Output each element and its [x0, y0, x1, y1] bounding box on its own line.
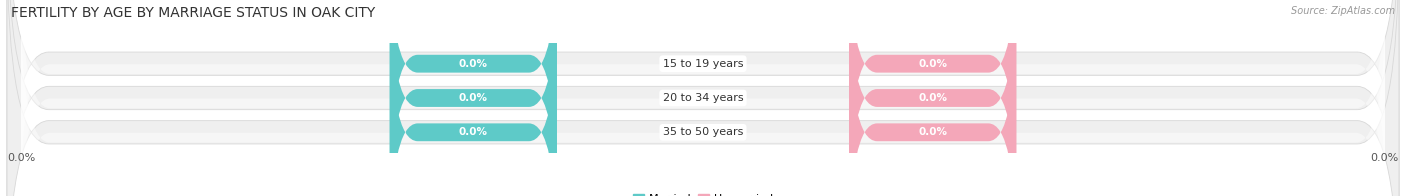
FancyBboxPatch shape [389, 0, 557, 192]
Text: 15 to 19 years: 15 to 19 years [662, 59, 744, 69]
Text: 35 to 50 years: 35 to 50 years [662, 127, 744, 137]
FancyBboxPatch shape [7, 0, 1399, 196]
FancyBboxPatch shape [7, 0, 1399, 196]
FancyBboxPatch shape [849, 0, 1017, 196]
FancyBboxPatch shape [849, 4, 1017, 196]
Text: 0.0%: 0.0% [458, 93, 488, 103]
Text: FERTILITY BY AGE BY MARRIAGE STATUS IN OAK CITY: FERTILITY BY AGE BY MARRIAGE STATUS IN O… [11, 6, 375, 20]
FancyBboxPatch shape [849, 0, 1017, 192]
Text: 0.0%: 0.0% [458, 127, 488, 137]
Text: 0.0%: 0.0% [458, 59, 488, 69]
FancyBboxPatch shape [389, 0, 557, 196]
Text: Source: ZipAtlas.com: Source: ZipAtlas.com [1291, 6, 1395, 16]
FancyBboxPatch shape [389, 4, 557, 196]
Text: 0.0%: 0.0% [7, 153, 35, 163]
Text: 0.0%: 0.0% [918, 127, 948, 137]
Text: 20 to 34 years: 20 to 34 years [662, 93, 744, 103]
FancyBboxPatch shape [21, 0, 1385, 196]
Text: 0.0%: 0.0% [918, 59, 948, 69]
FancyBboxPatch shape [7, 0, 1399, 196]
Legend: Married, Unmarried: Married, Unmarried [633, 194, 773, 196]
FancyBboxPatch shape [21, 0, 1385, 196]
Text: 0.0%: 0.0% [918, 93, 948, 103]
FancyBboxPatch shape [21, 0, 1385, 196]
Text: 0.0%: 0.0% [1371, 153, 1399, 163]
